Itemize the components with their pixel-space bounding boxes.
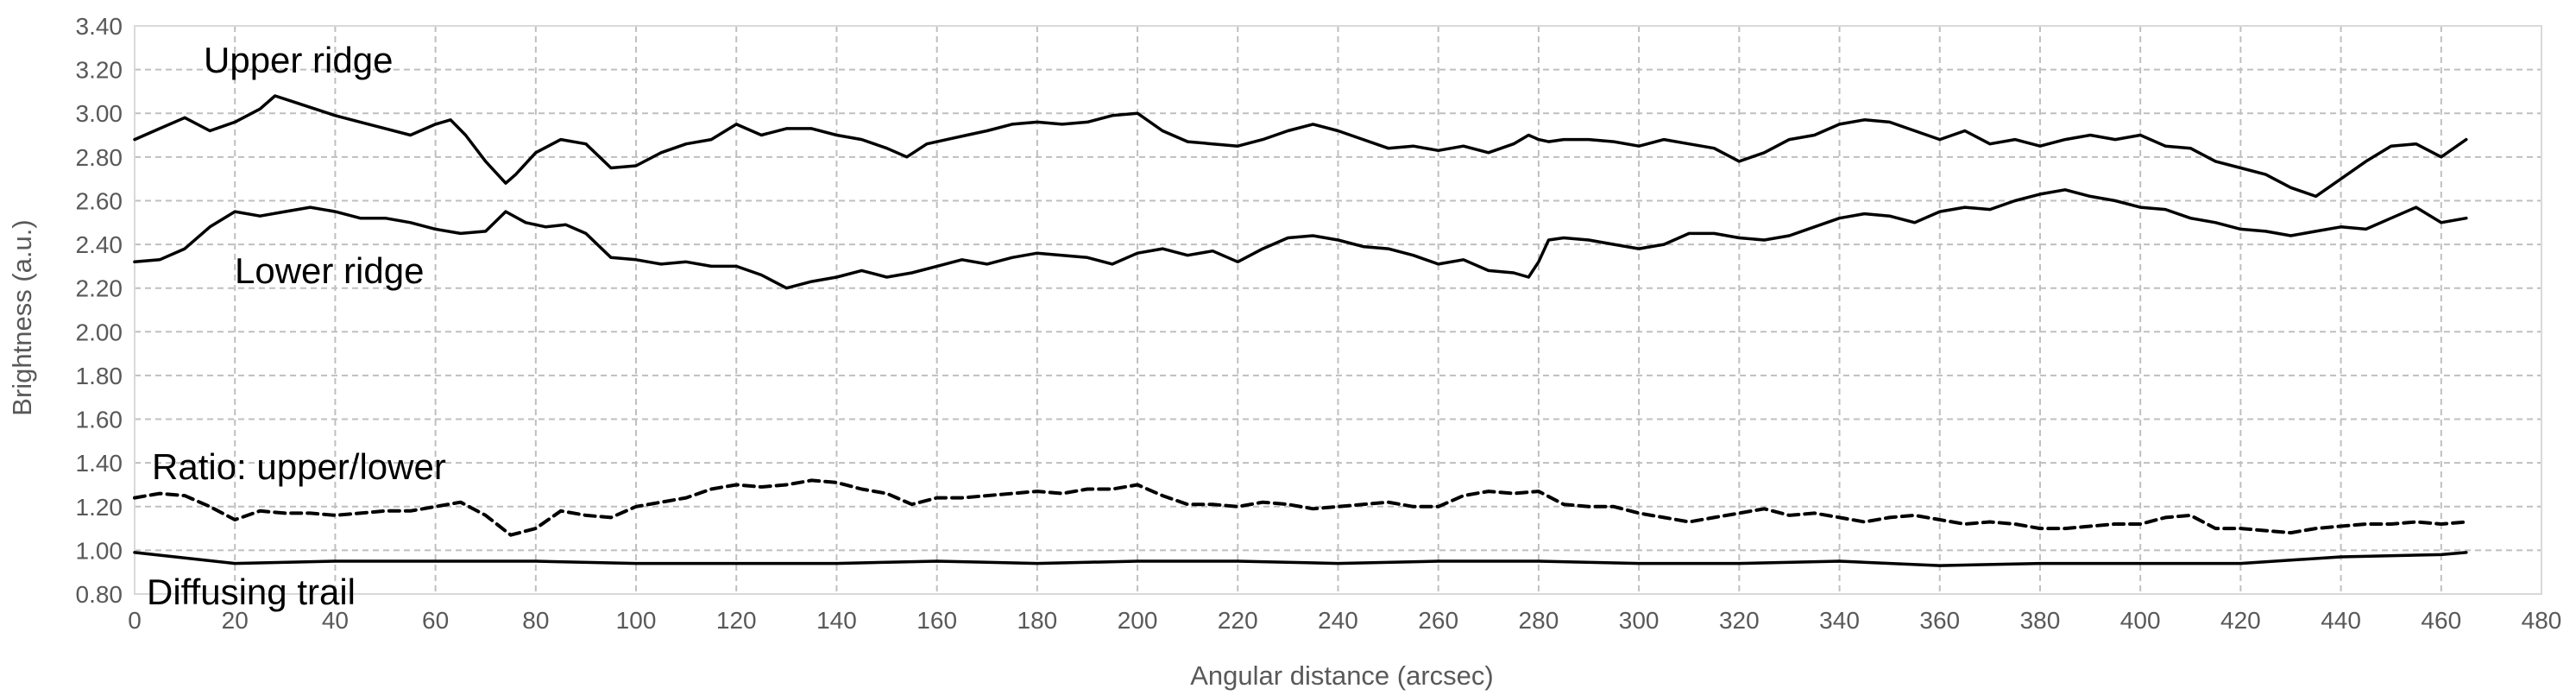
x-tick-label: 200 <box>1118 607 1158 634</box>
x-tick-label: 400 <box>2120 607 2161 634</box>
y-tick-label: 1.00 <box>76 537 123 564</box>
x-tick-label: 220 <box>1218 607 1258 634</box>
x-tick-label: 360 <box>1919 607 1960 634</box>
x-tick-label: 420 <box>2220 607 2261 634</box>
series-line-3 <box>133 551 2468 567</box>
y-tick-label: 1.60 <box>76 407 123 433</box>
plot-frame <box>134 25 2542 595</box>
y-tick-label: 2.60 <box>76 187 123 214</box>
x-tick-label: 240 <box>1318 607 1358 634</box>
x-axis-tick-labels: 0 20 40 60 80 100 120 140 160 180 200 220 240 260 280 3… <box>128 607 2561 634</box>
y-tick-label: 2.80 <box>76 144 123 171</box>
x-tick-label: 180 <box>1017 607 1058 634</box>
x-tick-label: 0 <box>128 607 142 634</box>
y-axis-title: Brightness (a.u.) <box>7 219 37 415</box>
annotation-upper-ridge: Upper ridge <box>204 40 393 80</box>
y-tick-label: 3.00 <box>76 100 123 127</box>
x-tick-label: 480 <box>2522 607 2562 634</box>
series-line-1 <box>133 188 2468 290</box>
series-line-2 <box>133 478 2468 537</box>
y-tick-label: 2.00 <box>76 319 123 345</box>
vertical-gridlines <box>134 26 2542 594</box>
x-tick-label: 60 <box>422 607 449 634</box>
series-lines <box>133 94 2468 567</box>
x-tick-label: 100 <box>616 607 657 634</box>
x-tick-label: 340 <box>1819 607 1860 634</box>
y-tick-label: 1.40 <box>76 450 123 477</box>
y-tick-label: 2.40 <box>76 231 123 258</box>
y-tick-label: 3.40 <box>76 13 123 40</box>
annotation-ratio: Ratio: upper/lower <box>152 446 446 487</box>
x-tick-label: 460 <box>2421 607 2461 634</box>
x-tick-label: 160 <box>916 607 957 634</box>
x-tick-label: 260 <box>1418 607 1458 634</box>
annotation-lower-ridge: Lower ridge <box>235 250 424 291</box>
x-tick-label: 40 <box>322 607 349 634</box>
x-tick-label: 380 <box>2020 607 2061 634</box>
x-tick-label: 80 <box>522 607 549 634</box>
x-tick-label: 320 <box>1719 607 1760 634</box>
y-tick-label: 3.20 <box>76 57 123 84</box>
x-tick-label: 120 <box>716 607 757 634</box>
y-tick-label: 1.20 <box>76 494 123 521</box>
x-tick-label: 280 <box>1519 607 1559 634</box>
x-tick-label: 440 <box>2321 607 2361 634</box>
x-tick-label: 20 <box>222 607 249 634</box>
x-tick-label: 140 <box>816 607 857 634</box>
y-tick-label: 2.20 <box>76 275 123 302</box>
y-tick-label: 1.80 <box>76 363 123 389</box>
annotation-diffusing-trail: Diffusing trail <box>147 572 356 612</box>
y-axis-tick-labels: 0.80 1.00 1.20 1.40 1.60 1.80 2.00 2.20 2.40 2.60… <box>76 13 123 608</box>
x-tick-label: 300 <box>1619 607 1660 634</box>
y-tick-label: 0.80 <box>76 581 123 608</box>
series-line-0 <box>133 94 2468 199</box>
x-axis-title: Angular distance (arcsec) <box>1190 660 1494 691</box>
